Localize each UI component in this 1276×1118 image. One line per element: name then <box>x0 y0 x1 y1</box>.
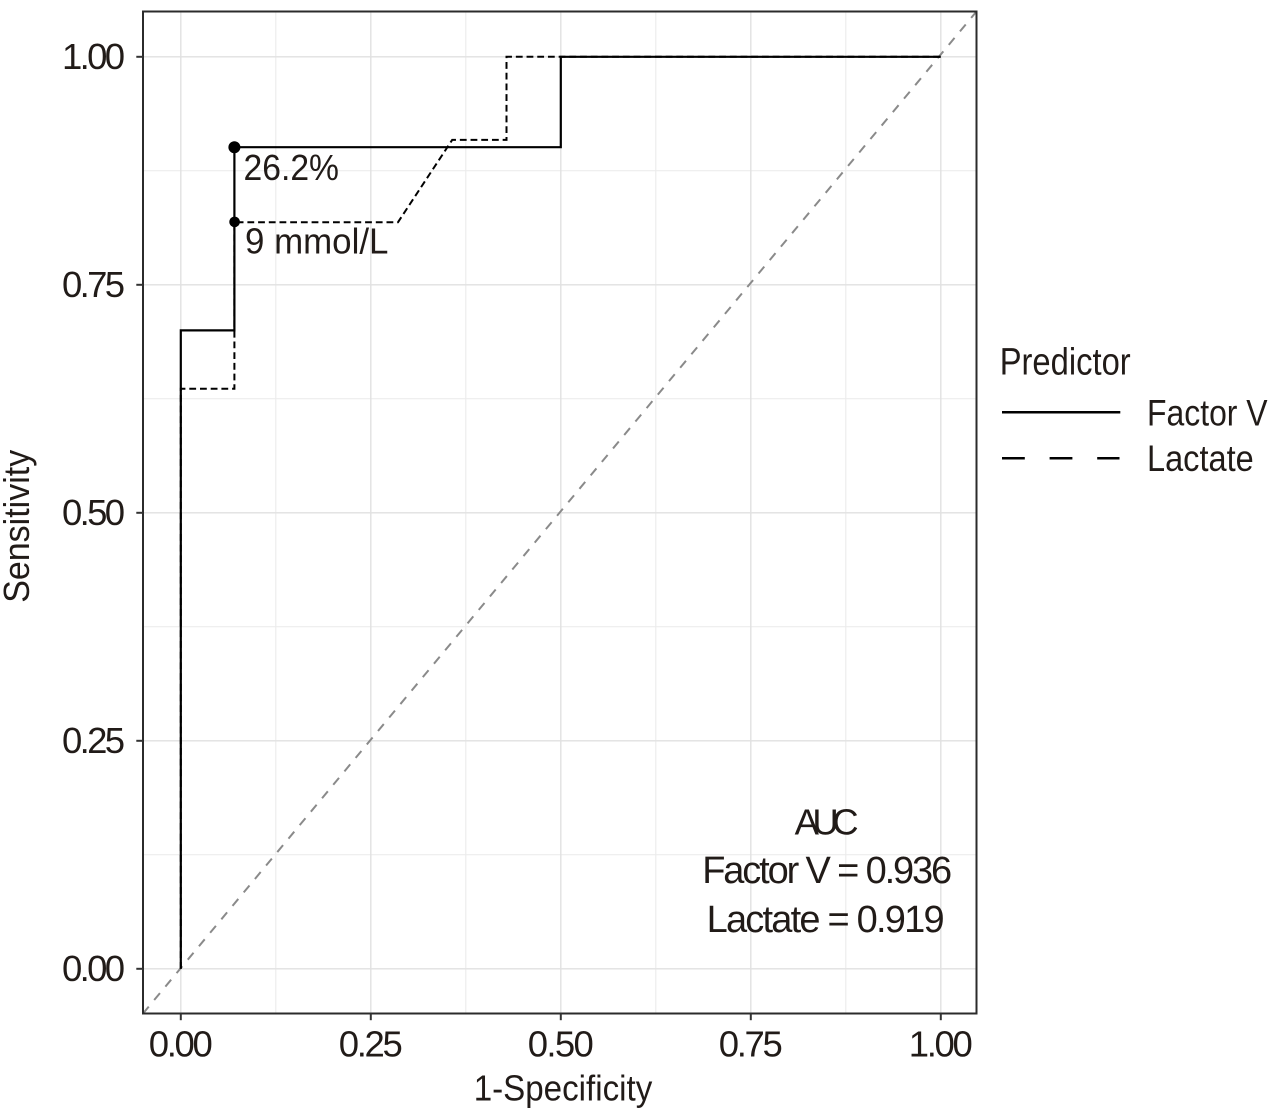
svg-text:0.50: 0.50 <box>528 1024 594 1065</box>
svg-text:AUC: AUC <box>795 802 859 843</box>
svg-text:1.00: 1.00 <box>909 1024 973 1065</box>
svg-text:Sensitivity: Sensitivity <box>0 450 37 603</box>
svg-text:1-Specificity: 1-Specificity <box>474 1067 653 1108</box>
svg-text:0.75: 0.75 <box>62 264 125 305</box>
svg-text:0.75: 0.75 <box>719 1024 783 1065</box>
svg-text:1.00: 1.00 <box>62 36 125 77</box>
svg-text:Factor V: Factor V <box>1147 393 1268 434</box>
svg-text:Lactate: Lactate <box>1147 438 1254 479</box>
svg-text:Lactate = 0.919: Lactate = 0.919 <box>707 899 945 941</box>
svg-text:26.2%: 26.2% <box>244 147 340 188</box>
svg-text:Predictor: Predictor <box>1000 342 1131 384</box>
svg-text:0.00: 0.00 <box>62 948 125 989</box>
svg-text:0.00: 0.00 <box>149 1024 213 1065</box>
svg-text:0.25: 0.25 <box>339 1024 403 1065</box>
svg-text:0.25: 0.25 <box>62 720 125 761</box>
svg-text:0.50: 0.50 <box>62 492 125 533</box>
svg-text:9 mmol/L: 9 mmol/L <box>245 221 388 262</box>
svg-text:Factor V = 0.936: Factor V = 0.936 <box>702 850 952 892</box>
